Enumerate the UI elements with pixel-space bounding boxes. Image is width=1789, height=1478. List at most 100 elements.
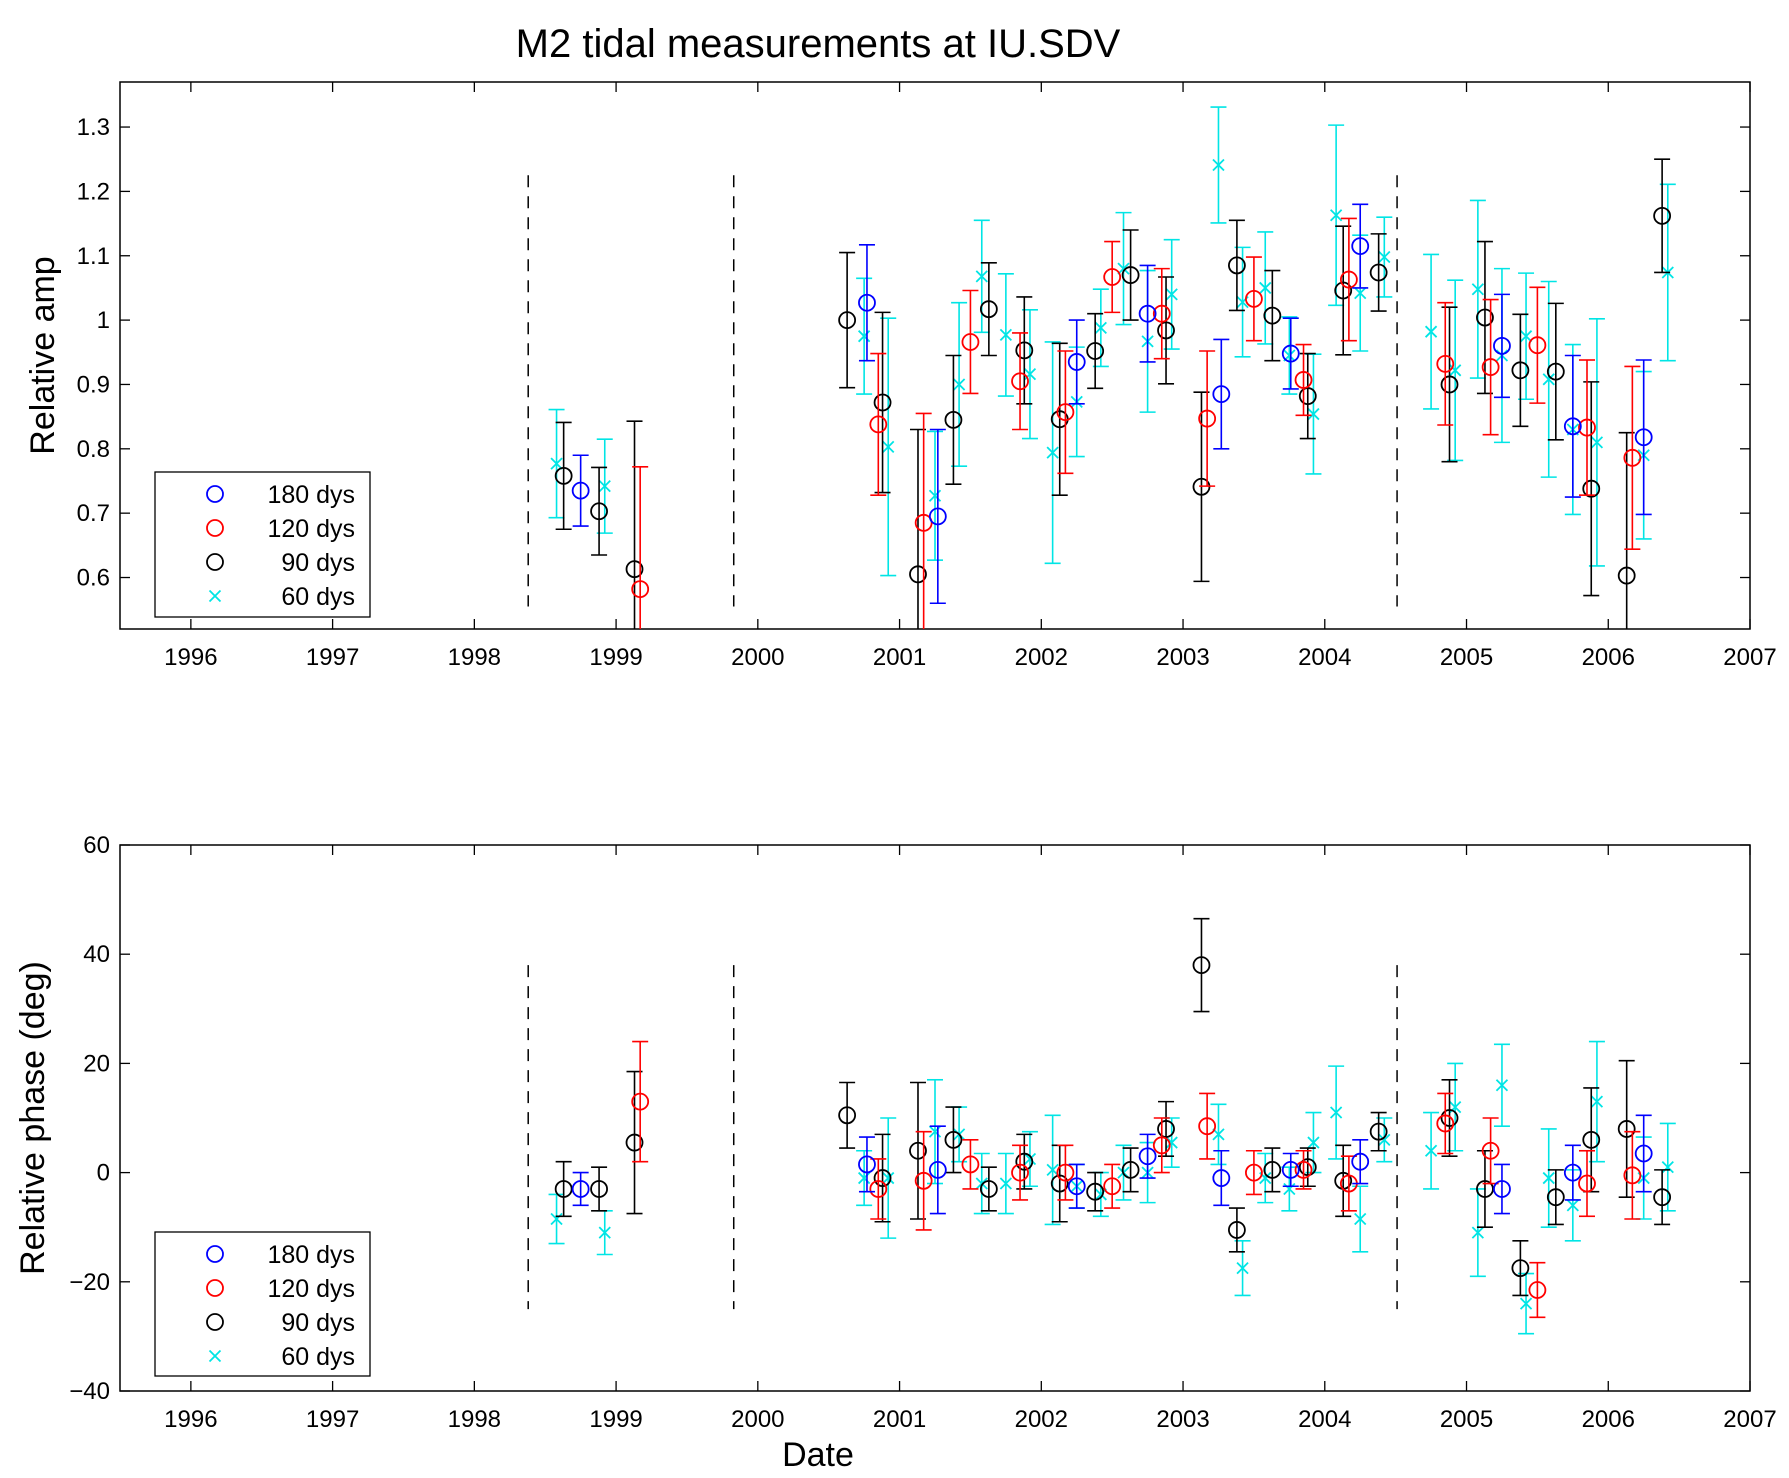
data-point-circle <box>1011 1163 1029 1182</box>
data-point-circle <box>1493 336 1511 355</box>
data-point-circle <box>869 415 888 434</box>
data-point-x <box>598 479 611 493</box>
data-point-circle <box>1138 1147 1157 1166</box>
y-axis-label: Relative phase (deg) <box>14 961 52 1275</box>
data-point-x <box>1661 1161 1674 1174</box>
data-point-circle <box>1634 1144 1653 1163</box>
y-tick-label: 0.9 <box>77 371 110 398</box>
data-point-circle <box>1198 1117 1217 1136</box>
x-tick-label: 2000 <box>731 644 784 671</box>
y-tick-label: 1.2 <box>77 178 110 205</box>
data-point-circle <box>1623 1166 1642 1185</box>
y-axis-label: Relative amp <box>24 256 62 454</box>
data-point-circle <box>1138 304 1157 323</box>
data-point-circle <box>944 1130 963 1149</box>
data-point-circle <box>625 1133 644 1152</box>
data-point-circle <box>1086 342 1105 360</box>
legend-marker-circle <box>206 1245 224 1263</box>
series-60-dys <box>548 106 1676 577</box>
data-point-x <box>1378 250 1391 264</box>
data-point-circle <box>1103 268 1122 286</box>
data-point-circle <box>961 1155 980 1174</box>
data-point-x <box>1329 1106 1343 1119</box>
data-point-circle <box>1263 1160 1282 1179</box>
x-tick-label: 2003 <box>1156 1406 1209 1433</box>
data-point-circle <box>1481 358 1500 376</box>
legend-marker-x <box>208 1349 222 1363</box>
data-point-x <box>1165 1136 1178 1149</box>
data-point-circle <box>1653 1188 1672 1207</box>
data-point-x <box>1590 1095 1604 1108</box>
data-point-circle <box>1198 409 1217 428</box>
data-point-x <box>598 1226 611 1239</box>
data-point-circle <box>1481 1141 1500 1160</box>
y-tick-label: 0.6 <box>77 565 110 592</box>
y-tick-label: −20 <box>69 1269 110 1296</box>
data-point-circle <box>1294 371 1313 389</box>
data-point-x <box>1519 1297 1533 1310</box>
x-tick-label: 1999 <box>589 644 642 671</box>
data-point-circle <box>1015 341 1034 360</box>
x-tick-label: 1997 <box>306 644 359 671</box>
data-point-circle <box>1056 403 1075 422</box>
data-point-x <box>1590 436 1604 449</box>
y-tick-label: 40 <box>83 941 110 968</box>
y-tick-label: 1 <box>97 307 110 334</box>
y-tick-label: 0 <box>97 1160 110 1187</box>
y-tick-label: −40 <box>69 1378 110 1405</box>
data-point-circle <box>554 1180 573 1198</box>
legend-label: 180 dys <box>267 481 355 509</box>
data-point-circle <box>1582 479 1601 498</box>
legend-label: 90 dys <box>281 1309 355 1337</box>
data-point-circle <box>873 1169 892 1187</box>
data-point-x <box>1424 1144 1438 1157</box>
data-point-x <box>975 1177 988 1190</box>
data-point-circle <box>1546 362 1565 381</box>
x-tick-label: 1998 <box>448 1406 501 1433</box>
series-90-dys <box>554 158 1672 629</box>
legend-marker-circle <box>206 553 224 571</box>
data-point-circle <box>1623 448 1642 467</box>
data-point-circle <box>858 293 876 312</box>
data-point-circle <box>1103 1177 1122 1196</box>
series-120-dys <box>631 217 1642 629</box>
data-point-circle <box>631 1092 650 1111</box>
data-point-circle <box>1653 206 1672 225</box>
data-point-x <box>1094 1188 1107 1201</box>
amplitude-panel: 1996 1997 1998 1999 2000 2001 2002 2003 2004 2005… <box>24 81 1777 671</box>
x-tick-label: 2001 <box>873 644 926 671</box>
y-tick-label: 0.7 <box>77 500 110 527</box>
phase-panel: 1996 1997 1998 1999 2000 2001 2002 2003 2004 2005… <box>14 832 1777 1433</box>
data-point-x <box>1329 209 1343 222</box>
x-tick-label: 2004 <box>1298 1406 1351 1433</box>
data-point-circle <box>873 393 892 412</box>
x-tick-label: 2006 <box>1582 1406 1635 1433</box>
data-point-circle <box>961 333 980 351</box>
x-tick-label: 2005 <box>1440 644 1493 671</box>
data-layer <box>548 917 1676 1335</box>
data-point-circle <box>590 502 608 521</box>
x-tick-label: 1996 <box>164 644 217 671</box>
data-point-x <box>975 270 988 283</box>
chart-title: M2 tidal measurements at IU.SDV <box>516 22 1121 66</box>
y-tick-label: 60 <box>83 832 110 859</box>
data-point-circle <box>1369 263 1388 282</box>
y-tick-label: 1.1 <box>77 243 110 270</box>
data-point-circle <box>1192 956 1211 975</box>
legend-marker-x <box>208 589 222 603</box>
x-tick-label: 2000 <box>731 1406 784 1433</box>
x-tick-label: 2001 <box>873 1406 926 1433</box>
data-point-circle <box>1369 1122 1388 1141</box>
data-point-circle <box>1245 1163 1263 1182</box>
plot-frame <box>119 844 1751 1392</box>
data-point-circle <box>1212 385 1231 404</box>
data-point-circle <box>1298 1158 1317 1177</box>
data-point-circle <box>571 1180 590 1198</box>
legend: 180 dys 120 dys 90 dys 60 dys <box>154 471 371 618</box>
data-point-x <box>1566 1199 1579 1212</box>
data-point-x <box>1424 325 1438 338</box>
data-point-circle <box>1440 375 1459 394</box>
data-point-x <box>928 1125 942 1138</box>
data-point-circle <box>914 513 933 532</box>
